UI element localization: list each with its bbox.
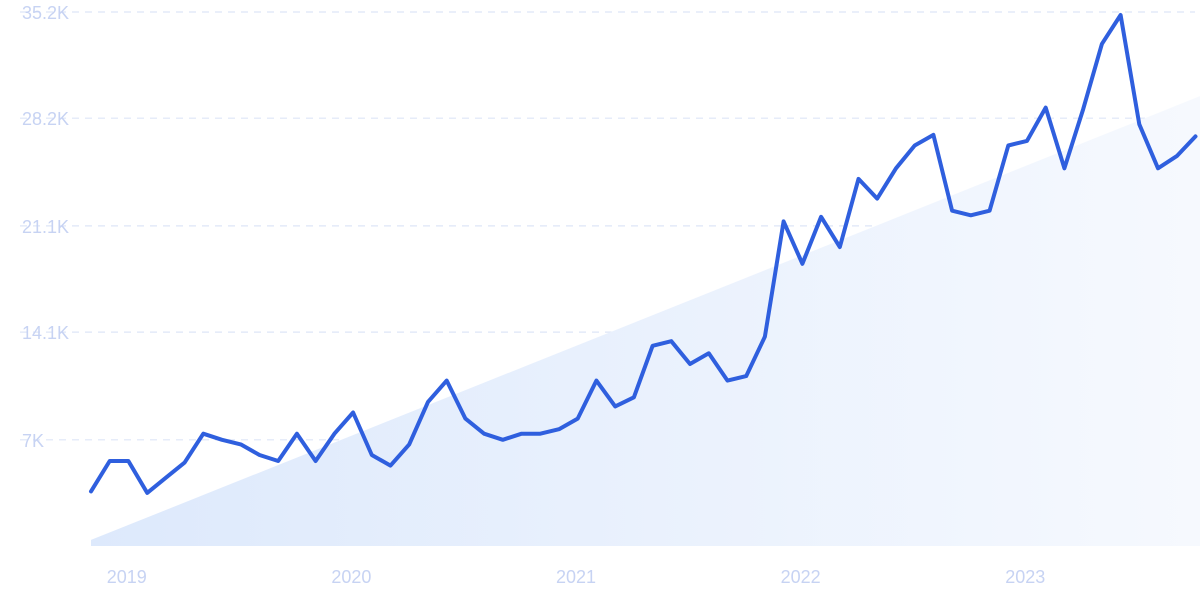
data-point <box>445 379 449 383</box>
data-point <box>1044 106 1048 110</box>
data-point <box>875 197 879 201</box>
y-tick-label: 14.1K <box>22 323 69 343</box>
data-point <box>520 432 524 436</box>
data-point <box>426 400 430 404</box>
data-point <box>950 209 954 213</box>
data-point <box>969 213 973 217</box>
data-point <box>407 442 411 446</box>
data-point <box>988 209 992 213</box>
data-point <box>594 379 598 383</box>
series-line <box>89 13 1198 495</box>
data-point <box>183 461 187 465</box>
data-point <box>763 335 767 339</box>
data-point <box>800 262 804 266</box>
data-point <box>1062 166 1066 170</box>
data-point <box>389 464 393 468</box>
data-point <box>857 177 861 181</box>
data-point <box>89 489 93 493</box>
data-point <box>726 379 730 383</box>
x-tick-label: 2019 <box>107 567 147 587</box>
data-point <box>688 362 692 366</box>
y-tick-label: 28.2K <box>22 109 69 129</box>
data-point <box>651 344 655 348</box>
data-point <box>557 427 561 431</box>
data-point <box>501 438 505 442</box>
data-point <box>463 417 467 421</box>
data-point <box>1025 139 1029 143</box>
data-point <box>145 491 149 495</box>
data-point <box>108 459 112 463</box>
data-point <box>931 133 935 137</box>
data-point <box>276 459 280 463</box>
data-point <box>332 432 336 436</box>
y-axis-tick-labels: 7K 14.1K 21.1K 28.2K 35.2K <box>22 3 69 451</box>
data-point <box>894 166 898 170</box>
data-point <box>314 459 318 463</box>
data-point <box>258 453 262 457</box>
data-point <box>126 459 130 463</box>
data-point <box>1137 122 1141 126</box>
trend-area <box>91 96 1200 546</box>
y-tick-label: 7K <box>22 431 44 451</box>
data-point <box>164 476 168 480</box>
x-axis-tick-labels: 2019 2020 2021 2022 2023 <box>107 567 1046 587</box>
data-point <box>482 432 486 436</box>
y-tick-label: 35.2K <box>22 3 69 23</box>
data-point <box>782 219 786 223</box>
y-tick-label: 21.1K <box>22 217 69 237</box>
data-point <box>538 432 542 436</box>
trend-area-fill <box>91 96 1200 546</box>
data-point <box>707 351 711 355</box>
x-tick-label: 2023 <box>1005 567 1045 587</box>
data-point <box>1156 166 1160 170</box>
data-point <box>632 395 636 399</box>
data-point <box>295 432 299 436</box>
x-tick-label: 2020 <box>331 567 371 587</box>
data-point <box>220 438 224 442</box>
data-point <box>913 144 917 148</box>
data-point <box>669 339 673 343</box>
data-point <box>1006 144 1010 148</box>
data-point <box>351 411 355 415</box>
x-tick-label: 2022 <box>781 567 821 587</box>
data-point <box>613 404 617 408</box>
data-point <box>838 245 842 249</box>
data-point <box>1081 107 1085 111</box>
data-point <box>201 432 205 436</box>
data-point <box>819 215 823 219</box>
x-tick-label: 2021 <box>556 567 596 587</box>
data-point <box>370 453 374 457</box>
series-layer <box>89 13 1198 495</box>
data-point <box>1194 134 1198 138</box>
data-point <box>744 374 748 378</box>
data-point <box>1175 154 1179 158</box>
data-point <box>1100 42 1104 46</box>
data-point <box>1119 13 1123 17</box>
data-point <box>576 417 580 421</box>
data-point <box>239 442 243 446</box>
